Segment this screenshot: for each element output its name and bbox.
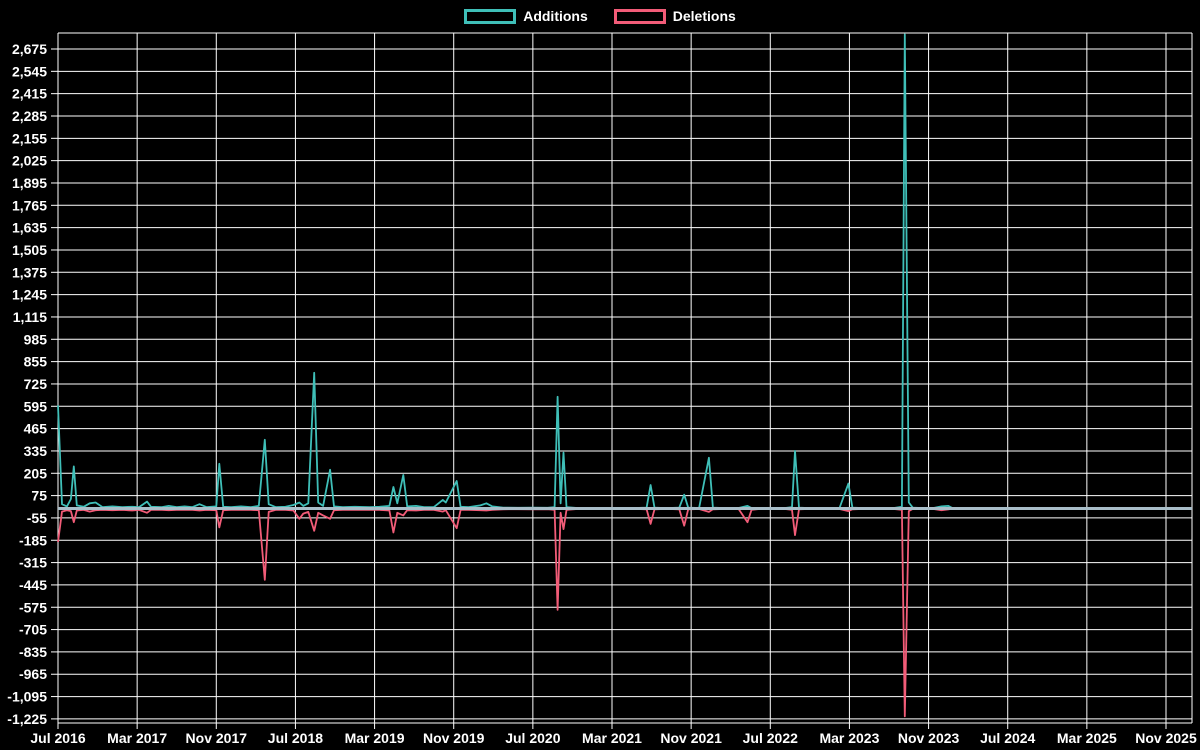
svg-text:Jul 2018: Jul 2018 [268,730,323,746]
svg-text:-1,095: -1,095 [7,689,47,705]
svg-text:Mar 2025: Mar 2025 [1057,730,1117,746]
svg-text:-445: -445 [19,577,47,593]
svg-text:2,155: 2,155 [12,130,47,146]
svg-text:-705: -705 [19,622,47,638]
svg-text:Jul 2016: Jul 2016 [30,730,85,746]
additions-swatch-icon [464,8,517,24]
additions-line [57,33,954,510]
svg-text:Mar 2023: Mar 2023 [819,730,879,746]
svg-text:Nov 2021: Nov 2021 [660,730,722,746]
svg-text:1,635: 1,635 [12,220,47,236]
svg-text:985: 985 [24,331,48,347]
svg-text:855: 855 [24,354,48,370]
svg-text:-835: -835 [19,644,47,660]
svg-text:Nov 2023: Nov 2023 [898,730,960,746]
svg-text:1,895: 1,895 [12,175,47,191]
svg-text:2,545: 2,545 [12,63,47,79]
svg-text:Nov 2017: Nov 2017 [186,730,248,746]
svg-text:1,505: 1,505 [12,242,47,258]
svg-text:Mar 2019: Mar 2019 [345,730,405,746]
svg-text:Mar 2017: Mar 2017 [107,730,167,746]
svg-text:-185: -185 [19,532,47,548]
svg-text:75: 75 [31,488,47,504]
svg-text:1,115: 1,115 [13,309,47,325]
svg-text:2,025: 2,025 [12,153,47,169]
svg-text:-315: -315 [19,555,47,571]
gridlines [57,33,1192,723]
svg-text:725: 725 [24,376,48,392]
svg-text:1,765: 1,765 [12,197,47,213]
svg-text:-55: -55 [27,510,47,526]
svg-text:Jul 2024: Jul 2024 [980,730,1035,746]
svg-text:2,285: 2,285 [12,108,47,124]
chart-legend: Additions Deletions [0,8,1200,24]
svg-text:Nov 2019: Nov 2019 [423,730,485,746]
svg-text:2,675: 2,675 [12,41,47,57]
svg-text:1,245: 1,245 [12,287,47,303]
deletions-swatch-icon [613,8,666,24]
plot-border [57,32,1193,724]
legend-label-deletions: Deletions [672,8,736,24]
svg-text:Mar 2021: Mar 2021 [582,730,642,746]
svg-text:-1,225: -1,225 [7,711,47,727]
svg-text:465: 465 [24,421,48,437]
svg-text:595: 595 [24,398,48,414]
axis-labels: 2,675 2,545 2,415 2,285 2,155 2,025 1,895 1,765… [7,41,1197,746]
svg-text:-965: -965 [19,666,47,682]
legend-item-additions[interactable]: Additions [464,8,588,24]
svg-text:Jul 2022: Jul 2022 [743,730,798,746]
svg-text:Nov 2025: Nov 2025 [1135,730,1197,746]
svg-text:1,375: 1,375 [12,264,47,280]
axes [51,48,1167,729]
legend-item-deletions[interactable]: Deletions [613,8,736,24]
deletions-line [57,507,954,718]
svg-text:2,415: 2,415 [12,86,47,102]
svg-text:Jul 2020: Jul 2020 [505,730,560,746]
svg-text:205: 205 [24,465,48,481]
svg-text:335: 335 [24,443,48,459]
legend-label-additions: Additions [523,8,588,24]
svg-text:-575: -575 [19,599,47,615]
